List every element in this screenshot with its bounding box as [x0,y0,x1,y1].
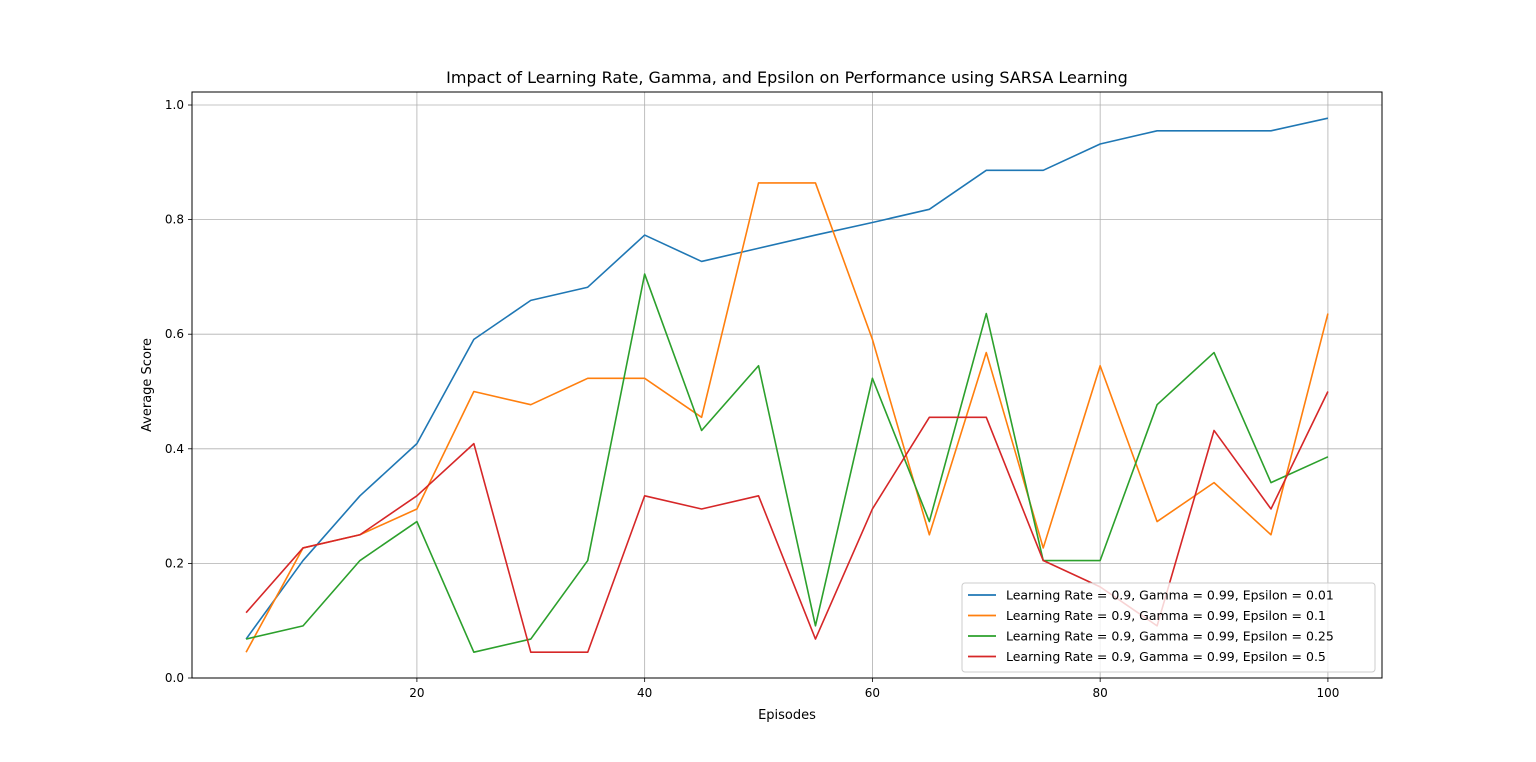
series-lines [245,117,1329,654]
x-axis-ticks: 20 40 60 80 100 [409,678,1339,700]
x-tick-label: 60 [865,686,880,700]
x-tick-label: 20 [409,686,424,700]
x-tick-label: 40 [637,686,652,700]
x-axis-label: Episodes [758,708,816,723]
legend-label: Learning Rate = 0.9, Gamma = 0.99, Epsil… [1006,649,1326,664]
x-tick-label: 100 [1316,686,1339,700]
chart-title: Impact of Learning Rate, Gamma, and Epsi… [446,68,1128,87]
legend-label: Learning Rate = 0.9, Gamma = 0.99, Epsil… [1006,629,1334,644]
y-tick-label: 1.0 [165,98,184,112]
series-line-1 [245,117,1329,640]
y-tick-label: 0.4 [165,442,184,456]
y-axis-label: Average Score [140,338,155,432]
legend-label: Learning Rate = 0.9, Gamma = 0.99, Epsil… [1006,588,1334,603]
y-tick-label: 0.2 [165,556,184,570]
x-tick-label: 80 [1093,686,1108,700]
legend-frame [961,582,1376,673]
legend: Learning Rate = 0.9, Gamma = 0.99, Epsil… [961,582,1376,673]
y-tick-label: 0.8 [165,213,184,227]
series-line-3 [245,273,1329,654]
y-tick-label: 0.6 [165,327,184,341]
y-axis-ticks: 0.0 0.2 0.4 0.6 0.8 1.0 [165,98,192,685]
legend-label: Learning Rate = 0.9, Gamma = 0.99, Epsil… [1006,608,1326,623]
plot-area-frame [191,91,1383,679]
series-line-2 [245,182,1329,653]
y-tick-label: 0.0 [165,671,184,685]
